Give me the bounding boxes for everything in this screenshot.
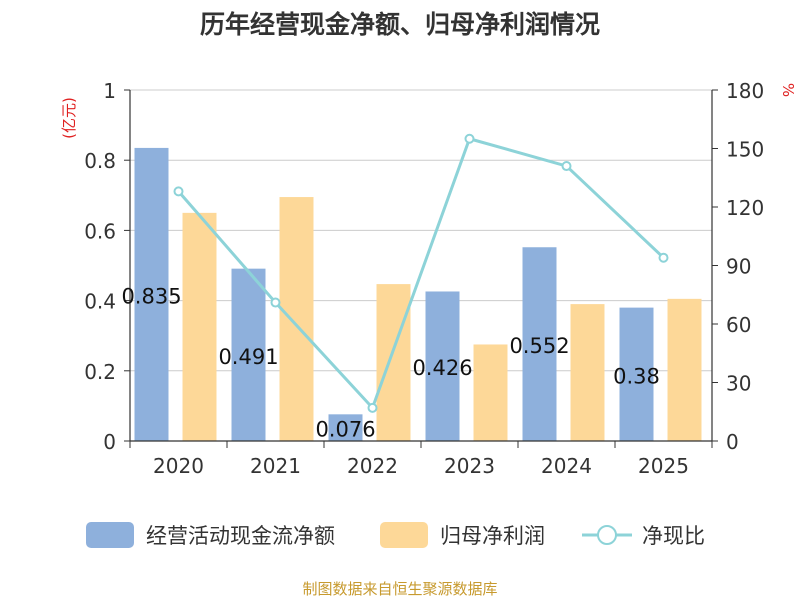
x-tick-label: 2023 (444, 454, 495, 478)
net-profit-bar (667, 298, 702, 441)
cash-flow-value-label: 0.076 (315, 418, 375, 442)
cash-flow-bar (328, 414, 363, 441)
ratio-point (464, 133, 475, 144)
left-tick-label: 0.2 (84, 360, 116, 384)
net-profit-bar (279, 197, 314, 441)
ratio-line-path (177, 136, 665, 411)
cash-flow-bar (522, 247, 557, 441)
x-tick-label: 2020 (153, 454, 204, 478)
gridlines (130, 89, 712, 372)
right-tick-label: 0 (726, 430, 739, 454)
legend-label-net-profit[interactable]: 归母净利润 (440, 524, 545, 548)
x-tick-label: 2024 (541, 454, 592, 478)
net-profit-bar (376, 284, 411, 441)
cash-flow-value-label: 0.38 (613, 364, 660, 388)
right-tick-label: 90 (726, 255, 751, 279)
right-tick-label: 150 (726, 138, 764, 162)
axes: 0 0.2 0.4 0.6 0.8 1 0 30 60 90 120 150 180 2020 2021 20… (84, 79, 764, 478)
cash-flow-value-label: 0.552 (509, 334, 569, 358)
source-note: 制图数据来自恒生聚源数据库 (302, 580, 497, 598)
legend-label-ratio[interactable]: 净现比 (642, 524, 705, 548)
right-axis-unit-label: % (779, 83, 797, 97)
data-labels: 0.835 0.491 0.076 0.426 0.552 0.38 (121, 284, 659, 441)
cash-flow-bar (619, 307, 654, 441)
cash-flow-bar (134, 147, 169, 442)
net-profit-bar (182, 212, 217, 441)
legend-label-cash-flow[interactable]: 经营活动现金流净额 (146, 524, 335, 548)
ratio-point (173, 186, 184, 197)
legend-swatch-cash-flow[interactable] (86, 522, 134, 548)
right-tick-label: 60 (726, 313, 751, 337)
legend-marker-ratio[interactable] (597, 525, 617, 545)
left-tick-label: 1 (103, 79, 116, 103)
bars (134, 147, 702, 442)
cash-flow-bar (425, 291, 460, 441)
right-tick-label: 30 (726, 372, 751, 396)
chart-title: 历年经营现金净额、归母净利润情况 (200, 10, 600, 39)
x-tick-label: 2022 (347, 454, 398, 478)
net-profit-bar (473, 344, 508, 441)
ratio-point (270, 297, 281, 308)
left-tick-label: 0.6 (84, 219, 116, 243)
left-tick-label: 0.4 (84, 290, 116, 314)
x-tick-label: 2025 (638, 454, 689, 478)
left-tick-label: 0.8 (84, 149, 116, 173)
ratio-point (658, 252, 669, 263)
cash-flow-value-label: 0.835 (121, 284, 181, 308)
x-tick-label: 2021 (250, 454, 301, 478)
ratio-line (173, 133, 669, 413)
cash-flow-bar (231, 268, 266, 441)
right-tick-label: 120 (726, 196, 764, 220)
net-profit-bar (570, 304, 605, 441)
cash-flow-value-label: 0.491 (218, 345, 278, 369)
legend-swatch-net-profit[interactable] (380, 522, 428, 548)
left-tick-label: 0 (103, 430, 116, 454)
ratio-point (367, 402, 378, 413)
legend[interactable]: 经营活动现金流净额 归母净利润 净现比 (86, 522, 705, 548)
left-axis-unit-label: (亿元) (60, 97, 78, 139)
ratio-point (561, 161, 572, 172)
right-tick-label: 180 (726, 79, 764, 103)
cash-flow-value-label: 0.426 (412, 356, 472, 380)
